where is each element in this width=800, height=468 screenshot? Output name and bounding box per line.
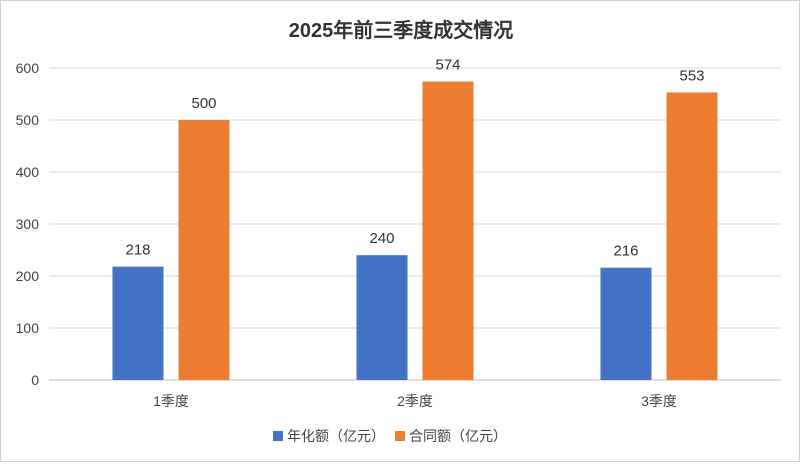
y-tick-label: 0 — [31, 372, 39, 388]
bar-annualized — [600, 267, 652, 380]
y-tick-label: 400 — [16, 164, 40, 180]
y-tick-label: 100 — [16, 320, 40, 336]
bar-contract — [178, 120, 230, 380]
legend-swatch — [395, 431, 405, 441]
data-label: 553 — [679, 67, 704, 84]
data-label: 574 — [435, 57, 460, 74]
x-tick-label: 1季度 — [153, 393, 189, 409]
x-tick-label: 3季度 — [641, 393, 677, 409]
x-tick-label: 2季度 — [397, 393, 433, 409]
bar-annualized — [356, 255, 408, 380]
y-tick-label: 600 — [16, 60, 40, 76]
data-label: 240 — [369, 230, 394, 247]
legend-swatch — [273, 431, 283, 441]
bar-contract — [666, 92, 718, 380]
chart-title: 2025年前三季度成交情况 — [289, 18, 514, 42]
legend-label: 年化额（亿元） — [287, 428, 385, 444]
data-label: 500 — [191, 95, 216, 112]
legend-label: 合同额（亿元） — [409, 428, 507, 444]
y-tick-label: 300 — [16, 216, 40, 232]
y-tick-label: 500 — [16, 112, 40, 128]
bar-contract — [422, 81, 474, 381]
data-label: 218 — [125, 242, 150, 259]
y-tick-label: 200 — [16, 268, 40, 284]
bar-annualized — [112, 266, 164, 380]
data-label: 216 — [613, 243, 638, 260]
